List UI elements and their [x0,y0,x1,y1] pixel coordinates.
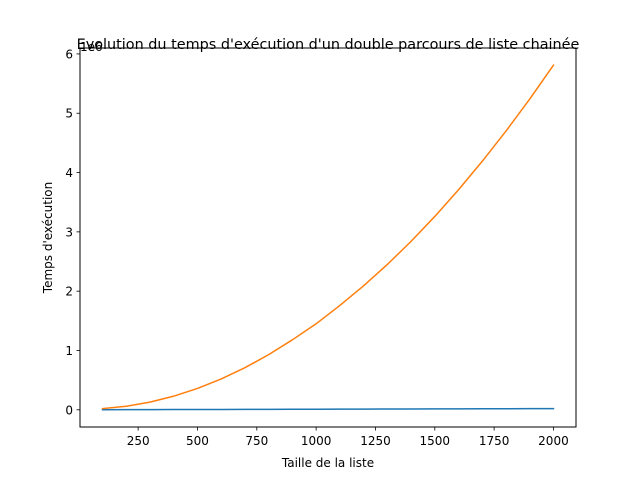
x-tick-label: 1250 [360,434,391,448]
y-tick-label: 5 [65,107,73,121]
y-axis: 0 1 2 3 4 5 6 [65,47,80,417]
y-tick-label: 2 [65,285,73,299]
y-offset-text: 1e6 [80,40,103,54]
chart-title: Evolution du temps d'exécution d'un doub… [77,37,580,53]
x-tick-label: 1750 [479,434,510,448]
x-tick-label: 2000 [538,434,569,448]
y-tick-label: 1 [65,344,73,358]
x-axis: 250 500 750 1000 1250 1500 1750 2000 [127,427,569,448]
x-tick-label: 250 [127,434,150,448]
series-line-1 [101,407,555,411]
x-tick-label: 750 [245,434,268,448]
x-tick-label: 1500 [420,434,451,448]
plot-frame [79,47,577,428]
y-tick-label: 4 [65,166,73,180]
x-tick-label: 500 [186,434,209,448]
series-lines [101,64,555,411]
y-tick-label: 3 [65,225,73,239]
y-axis-label: Temps d'exécution [41,182,55,294]
x-tick-label: 1000 [301,434,332,448]
series-line-2 [101,64,555,410]
x-axis-label: Taille de la liste [281,456,374,470]
y-tick-label: 0 [65,403,73,417]
y-tick-label: 6 [65,47,73,61]
